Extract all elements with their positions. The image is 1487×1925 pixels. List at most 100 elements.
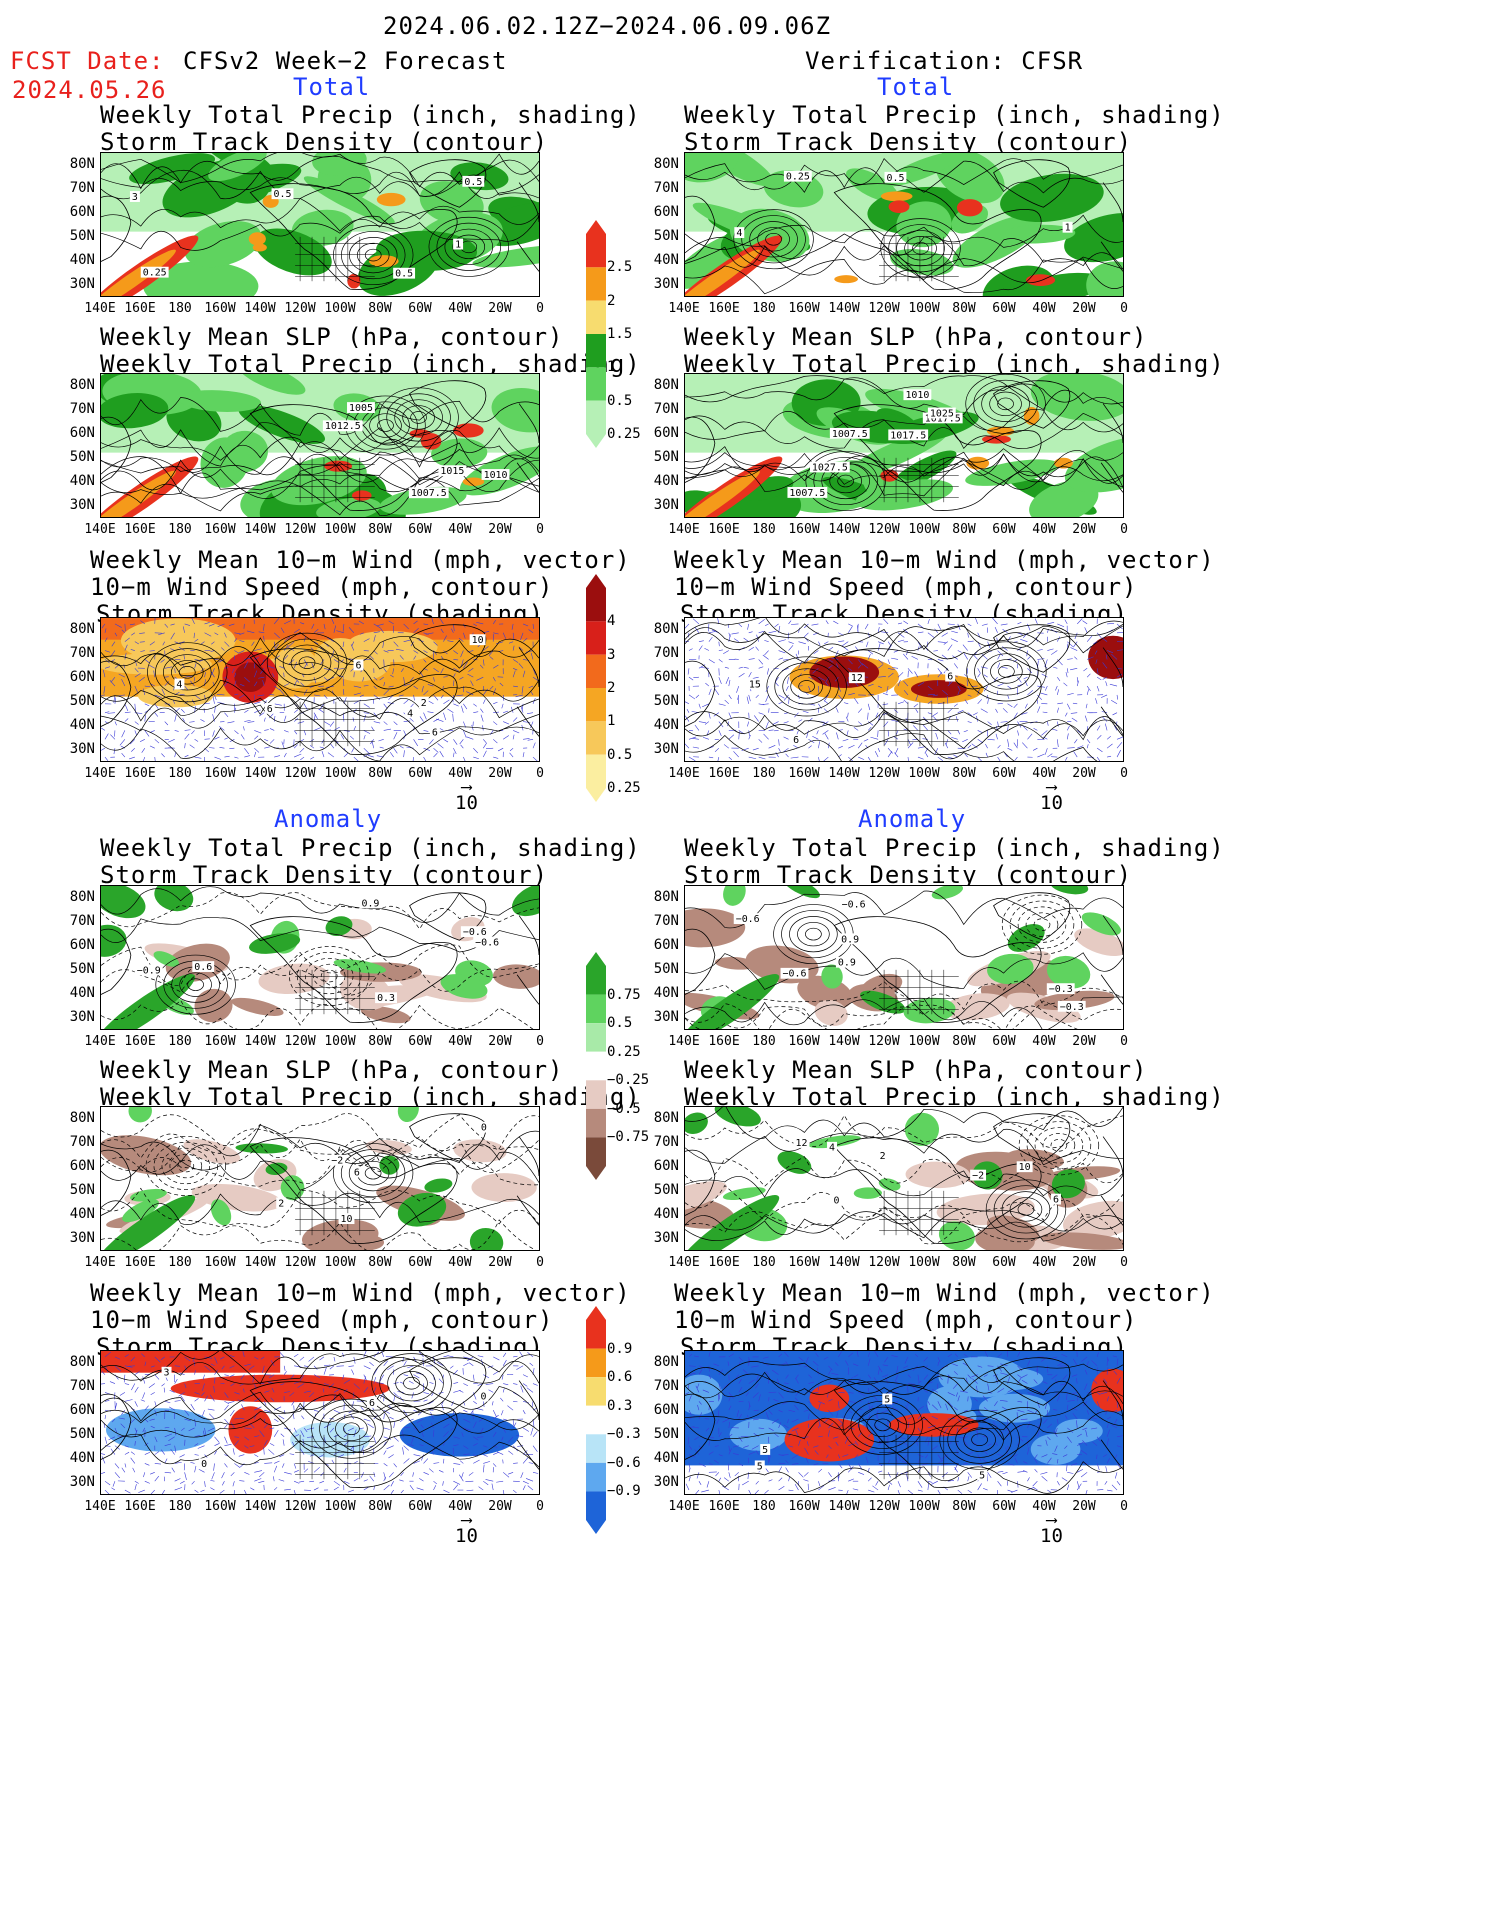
lon-tick-label: 180 [168,301,192,316]
contour-label: 6 [355,660,361,671]
lon-tick-label: 180 [752,1034,776,1049]
precip-anom-pos [101,973,196,1029]
north-america-coast [833,183,1042,290]
map-total-slp-verif: 1027.5 1017.5 1025 1007.5 1007.5 1010 1017.5 [684,373,1124,518]
europe-coast [516,915,539,1005]
precip-heavy [376,192,406,207]
lat-tick-label: 70N [653,180,679,196]
contour-label: 0.9 [838,958,856,969]
contour-label-bg [839,898,868,910]
contour-lines [685,158,1123,295]
colorbar-cap [586,1306,606,1320]
colorbar-cap [586,788,606,802]
precip-anom-neg [943,993,1010,1021]
lat-tick-label: 50N [69,228,95,244]
colorbar-segment [586,1491,606,1520]
contour-label: 0.5 [886,173,904,184]
colorbar-segment [586,1405,606,1435]
contour-label-bg [271,188,294,200]
contour-label: 0 [201,1459,207,1470]
fcst-date-value: 2024.05.26 [12,76,167,104]
precip-anom-neg [471,1173,537,1202]
contour-label: 1015 [440,466,464,477]
asia-coast [101,928,132,995]
lat-tick-label: 50N [69,1426,95,1442]
lat-tick-label: 60N [653,669,679,685]
colorbar-segment [586,1462,606,1492]
lon-tick-label: 140E [84,1255,116,1270]
contour-label-bg [839,933,862,945]
contour-label: −0.6 [475,938,499,949]
precip-anom-neg [1074,928,1123,957]
contour-label-bg [945,670,956,682]
lon-tick-label: 80W [952,301,976,316]
lat-tick-label: 40N [69,473,95,489]
lon-tick-label: 0 [1120,1499,1128,1514]
europe-coast [516,403,539,493]
asia-coast [101,1149,132,1216]
colorbar-segment [586,688,606,722]
state-borders [295,1434,375,1480]
lon-tick-label: 160E [708,1255,740,1270]
lon-tick-label: 160W [204,766,236,781]
arrow-icon: ⟶ [461,1510,472,1529]
lon-tick-label: 120W [284,301,316,316]
lat-tick-label: 30N [653,497,679,513]
contour-lines [101,632,539,761]
lon-tick-label: 40W [1032,1499,1056,1514]
precip-anom-pos [685,1194,780,1250]
colorbar-label: 0.5 [607,746,633,763]
lon-tick-label: 120W [868,301,900,316]
lat-tick-label: 70N [69,1378,95,1394]
storm-anom-neg [685,1374,723,1415]
lon-tick-label: 100W [324,1034,356,1049]
contour-label: −0.6 [842,899,866,910]
lon-tick-label: 60W [992,1499,1016,1514]
precip-anom-pos [469,1227,504,1250]
contour-label-bg [877,1150,888,1162]
lon-tick-label: 20W [1072,1034,1096,1049]
precip-shade [178,390,262,412]
title-l3: Weekly Mean 10−m Wind (mph, vector) 10−m … [90,546,631,628]
lat-tick-label: 80N [653,889,679,905]
colorbar-svg [586,1306,606,1534]
map-anom-wind-forecast: 0 6 0 3 [100,1350,540,1495]
north-america-coast [833,916,1042,1023]
europe-coast [1100,403,1123,493]
map-svg: 2 6 4 10 6 4 6 [101,618,539,761]
lon-tick-label: 80W [368,301,392,316]
state-borders [879,236,959,282]
lon-tick-label: 20W [488,1034,512,1049]
lat-tick-label: 40N [653,985,679,1001]
lon-tick-label: 0 [536,522,544,537]
lat-tick-label: 50N [69,1182,95,1198]
contour-label-bg [884,171,907,183]
lat-tick-label: 60N [653,204,679,220]
lon-tick-label: 160W [788,766,820,781]
contour-label: 1 [455,240,461,251]
contour-label-bg [129,191,140,202]
contour-label: 0.5 [395,269,413,280]
contour-label: 10 [1019,1162,1031,1173]
right-total-section: Total [877,73,955,101]
contour-label: 6 [947,672,953,683]
contour-label-bg [161,1366,172,1378]
lat-tick-label: 30N [653,741,679,757]
precip-shade [1064,213,1123,263]
lat-tick-label: 30N [653,276,679,292]
lon-tick-label: 40W [1032,766,1056,781]
lat-tick-label: 60N [653,1158,679,1174]
lat-tick-label: 80N [653,621,679,637]
lon-tick-label: 0 [536,301,544,316]
lon-tick-label: 40W [1032,1034,1056,1049]
precip-shade [685,153,739,183]
map-svg: 2 6 10 0 −2 [101,1107,539,1250]
contour-label: 1007.5 [832,429,868,440]
precip-anom-pos [210,1199,232,1226]
europe-coast [516,182,539,272]
precip-anom-pos [440,974,488,999]
storm-anom-pos [889,1413,979,1437]
storm-max [809,656,880,689]
lon-tick-label: 100W [908,301,940,316]
